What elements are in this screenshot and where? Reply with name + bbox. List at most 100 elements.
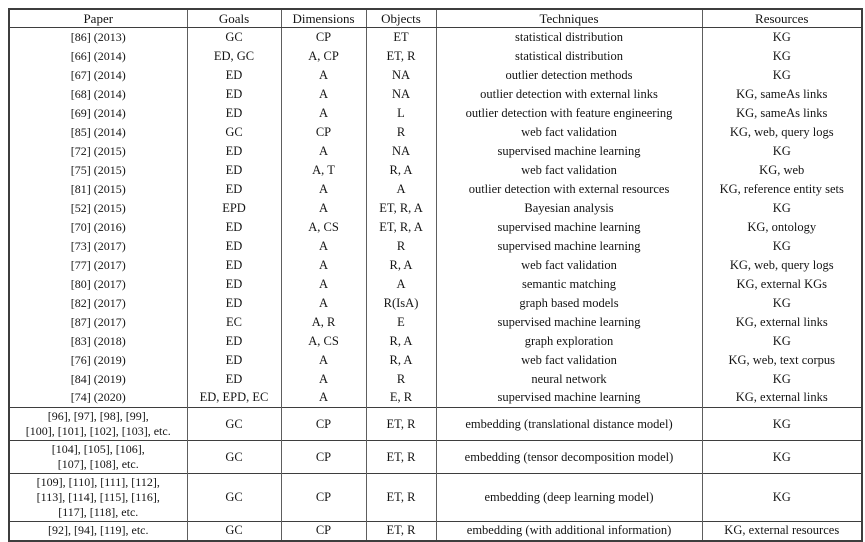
cell-objects: ET, R: [365, 473, 437, 522]
cell-goals: ED: [186, 331, 282, 351]
cell-goals: EPD: [186, 198, 282, 218]
cell-dimensions: A: [280, 350, 367, 370]
cell-goals: ED: [186, 103, 282, 123]
cell-objects: ET: [365, 27, 437, 47]
cell-goals: ED: [186, 236, 282, 256]
cell-resources: KG, external KGs: [701, 274, 863, 294]
cell-resources: KG, web, query logs: [701, 122, 863, 142]
cell-paper: [81] (2015): [8, 179, 188, 199]
cell-paper: [96], [97], [98], [99], [100], [101], [1…: [8, 407, 188, 441]
cell-paper: [80] (2017): [8, 274, 188, 294]
cell-objects: L: [365, 103, 437, 123]
cell-resources: KG, sameAs links: [701, 84, 863, 104]
cell-resources: KG, web, text corpus: [701, 350, 863, 370]
cell-paper: [76] (2019): [8, 350, 188, 370]
cell-techniques: embedding (translational distance model): [435, 407, 703, 441]
cell-paper: [86] (2013): [8, 27, 188, 47]
cell-objects: ET, R: [365, 407, 437, 441]
cell-techniques: supervised machine learning: [435, 312, 703, 332]
header-cell-goals: Goals: [186, 9, 282, 28]
cell-paper: [77] (2017): [8, 255, 188, 275]
cell-dimensions: A: [280, 141, 367, 161]
cell-techniques: embedding (deep learning model): [435, 473, 703, 522]
cell-objects: E, R: [365, 388, 437, 408]
cell-goals: ED: [186, 160, 282, 180]
cell-dimensions: A, CS: [280, 331, 367, 351]
table-row: [82] (2017) ED A R(IsA) graph based models KG: [8, 293, 863, 313]
cell-resources: KG: [701, 440, 863, 474]
cell-dimensions: A: [280, 103, 367, 123]
cell-techniques: web fact validation: [435, 350, 703, 370]
table-row: [68] (2014) ED A NA outlier detection with e…: [8, 84, 863, 104]
cell-techniques: neural network: [435, 369, 703, 389]
cell-dimensions: A: [280, 369, 367, 389]
cell-resources: KG, web, query logs: [701, 255, 863, 275]
cell-techniques: semantic matching: [435, 274, 703, 294]
cell-paper: [87] (2017): [8, 312, 188, 332]
cell-objects: R: [365, 236, 437, 256]
cell-goals: ED: [186, 293, 282, 313]
cell-goals: ED: [186, 179, 282, 199]
cell-goals: GC: [186, 122, 282, 142]
cell-techniques: supervised machine learning: [435, 217, 703, 237]
cell-techniques: supervised machine learning: [435, 236, 703, 256]
table-header-row: Paper Goals Dimensions Objects Technique…: [8, 9, 863, 28]
cell-dimensions: A, CS: [280, 217, 367, 237]
cell-techniques: web fact validation: [435, 255, 703, 275]
cell-paper: [67] (2014): [8, 65, 188, 85]
header-cell-dimensions: Dimensions: [280, 9, 367, 28]
cell-goals: ED, GC: [186, 46, 282, 66]
cell-resources: KG: [701, 407, 863, 441]
cell-objects: A: [365, 179, 437, 199]
cell-techniques: web fact validation: [435, 160, 703, 180]
cell-objects: R, A: [365, 350, 437, 370]
header-cell-techniques: Techniques: [435, 9, 703, 28]
cell-dimensions: A: [280, 84, 367, 104]
cell-objects: R, A: [365, 255, 437, 275]
cell-dimensions: A, R: [280, 312, 367, 332]
cell-techniques: statistical distribution: [435, 27, 703, 47]
cell-techniques: outlier detection methods: [435, 65, 703, 85]
cell-goals: ED: [186, 217, 282, 237]
paper-survey-table: Paper Goals Dimensions Objects Technique…: [8, 8, 863, 542]
cell-resources: KG: [701, 236, 863, 256]
cell-goals: ED: [186, 84, 282, 104]
cell-objects: NA: [365, 65, 437, 85]
cell-goals: ED: [186, 255, 282, 275]
cell-goals: GC: [186, 440, 282, 474]
cell-objects: A: [365, 274, 437, 294]
cell-paper: [70] (2016): [8, 217, 188, 237]
cell-dimensions: CP: [280, 440, 367, 474]
table-row: [109], [110], [111], [112], [113], [114]…: [8, 473, 863, 522]
table-row: [52] (2015) EPD A ET, R, A Bayesian analysis…: [8, 198, 863, 218]
cell-paper: [73] (2017): [8, 236, 188, 256]
cell-dimensions: A: [280, 179, 367, 199]
cell-resources: KG: [701, 27, 863, 47]
cell-objects: ET, R, A: [365, 217, 437, 237]
cell-resources: KG: [701, 141, 863, 161]
cell-paper: [109], [110], [111], [112], [113], [114]…: [8, 473, 188, 522]
cell-techniques: statistical distribution: [435, 46, 703, 66]
header-cell-paper: Paper: [8, 9, 188, 28]
cell-objects: ET, R: [365, 521, 437, 541]
cell-techniques: supervised machine learning: [435, 141, 703, 161]
cell-goals: GC: [186, 473, 282, 522]
cell-techniques: embedding (tensor decomposition model): [435, 440, 703, 474]
table-row: [96], [97], [98], [99], [100], [101], [1…: [8, 407, 863, 441]
cell-resources: KG, web: [701, 160, 863, 180]
table-row: [104], [105], [106], [107], [108], etc. G…: [8, 440, 863, 474]
cell-dimensions: A: [280, 274, 367, 294]
cell-objects: NA: [365, 141, 437, 161]
cell-dimensions: CP: [280, 473, 367, 522]
cell-goals: ED, EPD, EC: [186, 388, 282, 408]
cell-paper: [72] (2015): [8, 141, 188, 161]
cell-goals: ED: [186, 350, 282, 370]
cell-techniques: graph based models: [435, 293, 703, 313]
cell-techniques: outlier detection with feature engineeri…: [435, 103, 703, 123]
